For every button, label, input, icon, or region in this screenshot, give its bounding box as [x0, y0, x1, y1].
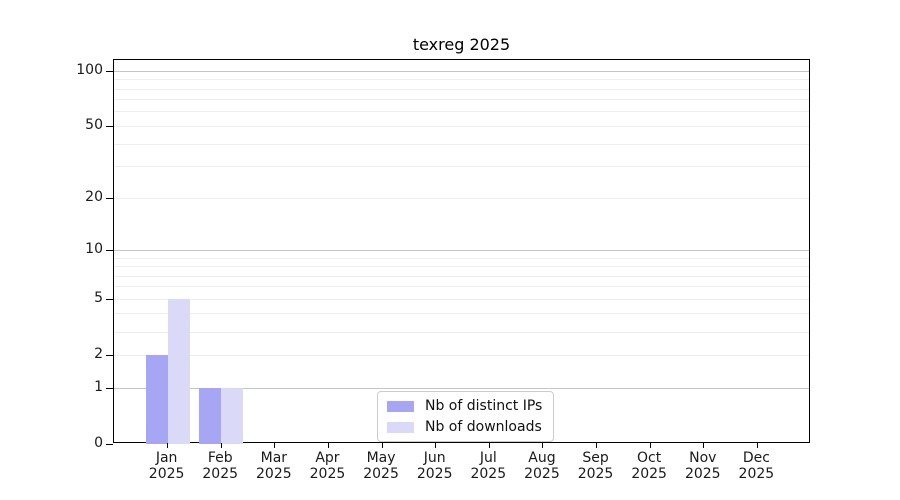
y-axis-tick-label: 10 [85, 240, 103, 257]
gridline-major [114, 387, 809, 389]
gridline-minor [114, 197, 809, 199]
x-tick-mark [220, 443, 222, 448]
y-axis-tick-label: 50 [85, 116, 103, 133]
gridline-minor [114, 79, 809, 81]
y-tick-mark [106, 354, 113, 356]
y-axis-tick-label: 2 [94, 345, 103, 362]
plot-area [106, 59, 810, 448]
x-axis-tick-label: Feb 2025 [202, 450, 239, 482]
legend: Nb of distinct IPs Nb of downloads [377, 391, 555, 442]
gridline-minor [114, 111, 809, 113]
y-tick-mark [106, 197, 113, 199]
gridline-minor [114, 298, 809, 300]
gridline-minor [114, 125, 809, 127]
gridline-minor [114, 166, 809, 168]
x-tick-mark [488, 443, 490, 448]
x-tick-mark [327, 443, 329, 448]
x-tick-mark [756, 443, 758, 448]
gridline-major [114, 70, 809, 72]
legend-item-downloads: Nb of downloads [387, 419, 542, 435]
x-axis-tick-label: Jun 2025 [416, 450, 453, 482]
bar-downloads-feb [221, 388, 244, 444]
y-tick-mark [106, 125, 113, 127]
legend-label-downloads: Nb of downloads [425, 419, 542, 435]
x-tick-mark [167, 443, 169, 448]
x-axis-tick-label: Dec 2025 [738, 450, 775, 482]
y-axis-tick-label: 1 [94, 378, 103, 395]
x-axis-tick-label: Aug 2025 [524, 450, 560, 482]
legend-swatch-distinct-ips [387, 400, 414, 412]
legend-swatch-downloads [387, 421, 414, 433]
y-tick-mark [106, 443, 113, 445]
y-axis-tick-label: 20 [85, 188, 103, 205]
chart-title: texreg 2025 [412, 35, 511, 54]
x-axis-tick-label: Nov 2025 [684, 450, 721, 482]
gridline-minor [114, 99, 809, 101]
x-axis-tick-label: Mar 2025 [256, 450, 292, 482]
x-tick-mark [703, 443, 705, 448]
x-axis-tick-label: Oct 2025 [631, 450, 667, 482]
gridline-minor [114, 354, 809, 356]
legend-item-distinct-ips: Nb of distinct IPs [387, 398, 542, 414]
y-tick-mark [106, 387, 113, 389]
gridline-minor [114, 331, 809, 333]
gridline-minor [114, 257, 809, 259]
gridline-minor [114, 88, 809, 90]
gridline-minor [114, 143, 809, 145]
x-axis-tick-label: Jul 2025 [470, 450, 507, 482]
gridline-minor [114, 266, 809, 267]
x-tick-mark [274, 443, 276, 448]
x-axis-tick-label: May 2025 [363, 450, 399, 482]
bar-distinct-ips-jan [145, 355, 168, 444]
bar-downloads-jan [167, 299, 190, 444]
gridline-minor [114, 286, 809, 288]
x-tick-mark [649, 443, 651, 448]
x-axis-tick-label: Jan 2025 [148, 450, 185, 482]
y-axis-tick-label: 5 [94, 289, 103, 306]
gridline-minor [114, 275, 809, 277]
x-axis-tick-label: Sep 2025 [577, 450, 614, 482]
x-tick-mark [381, 443, 383, 448]
x-tick-mark [542, 443, 544, 448]
y-tick-mark [106, 249, 113, 251]
gridline-minor [114, 313, 809, 315]
y-tick-mark [106, 70, 113, 72]
gridline-major [114, 249, 809, 251]
x-axis-tick-label: Apr 2025 [309, 450, 346, 482]
y-axis-tick-label: 100 [76, 61, 103, 78]
x-tick-mark [435, 443, 437, 448]
bar-distinct-ips-feb [199, 388, 222, 444]
y-axis-tick-label: 0 [94, 434, 103, 451]
legend-label-distinct-ips: Nb of distinct IPs [425, 398, 543, 414]
x-tick-mark [596, 443, 598, 448]
y-tick-mark [106, 298, 113, 300]
